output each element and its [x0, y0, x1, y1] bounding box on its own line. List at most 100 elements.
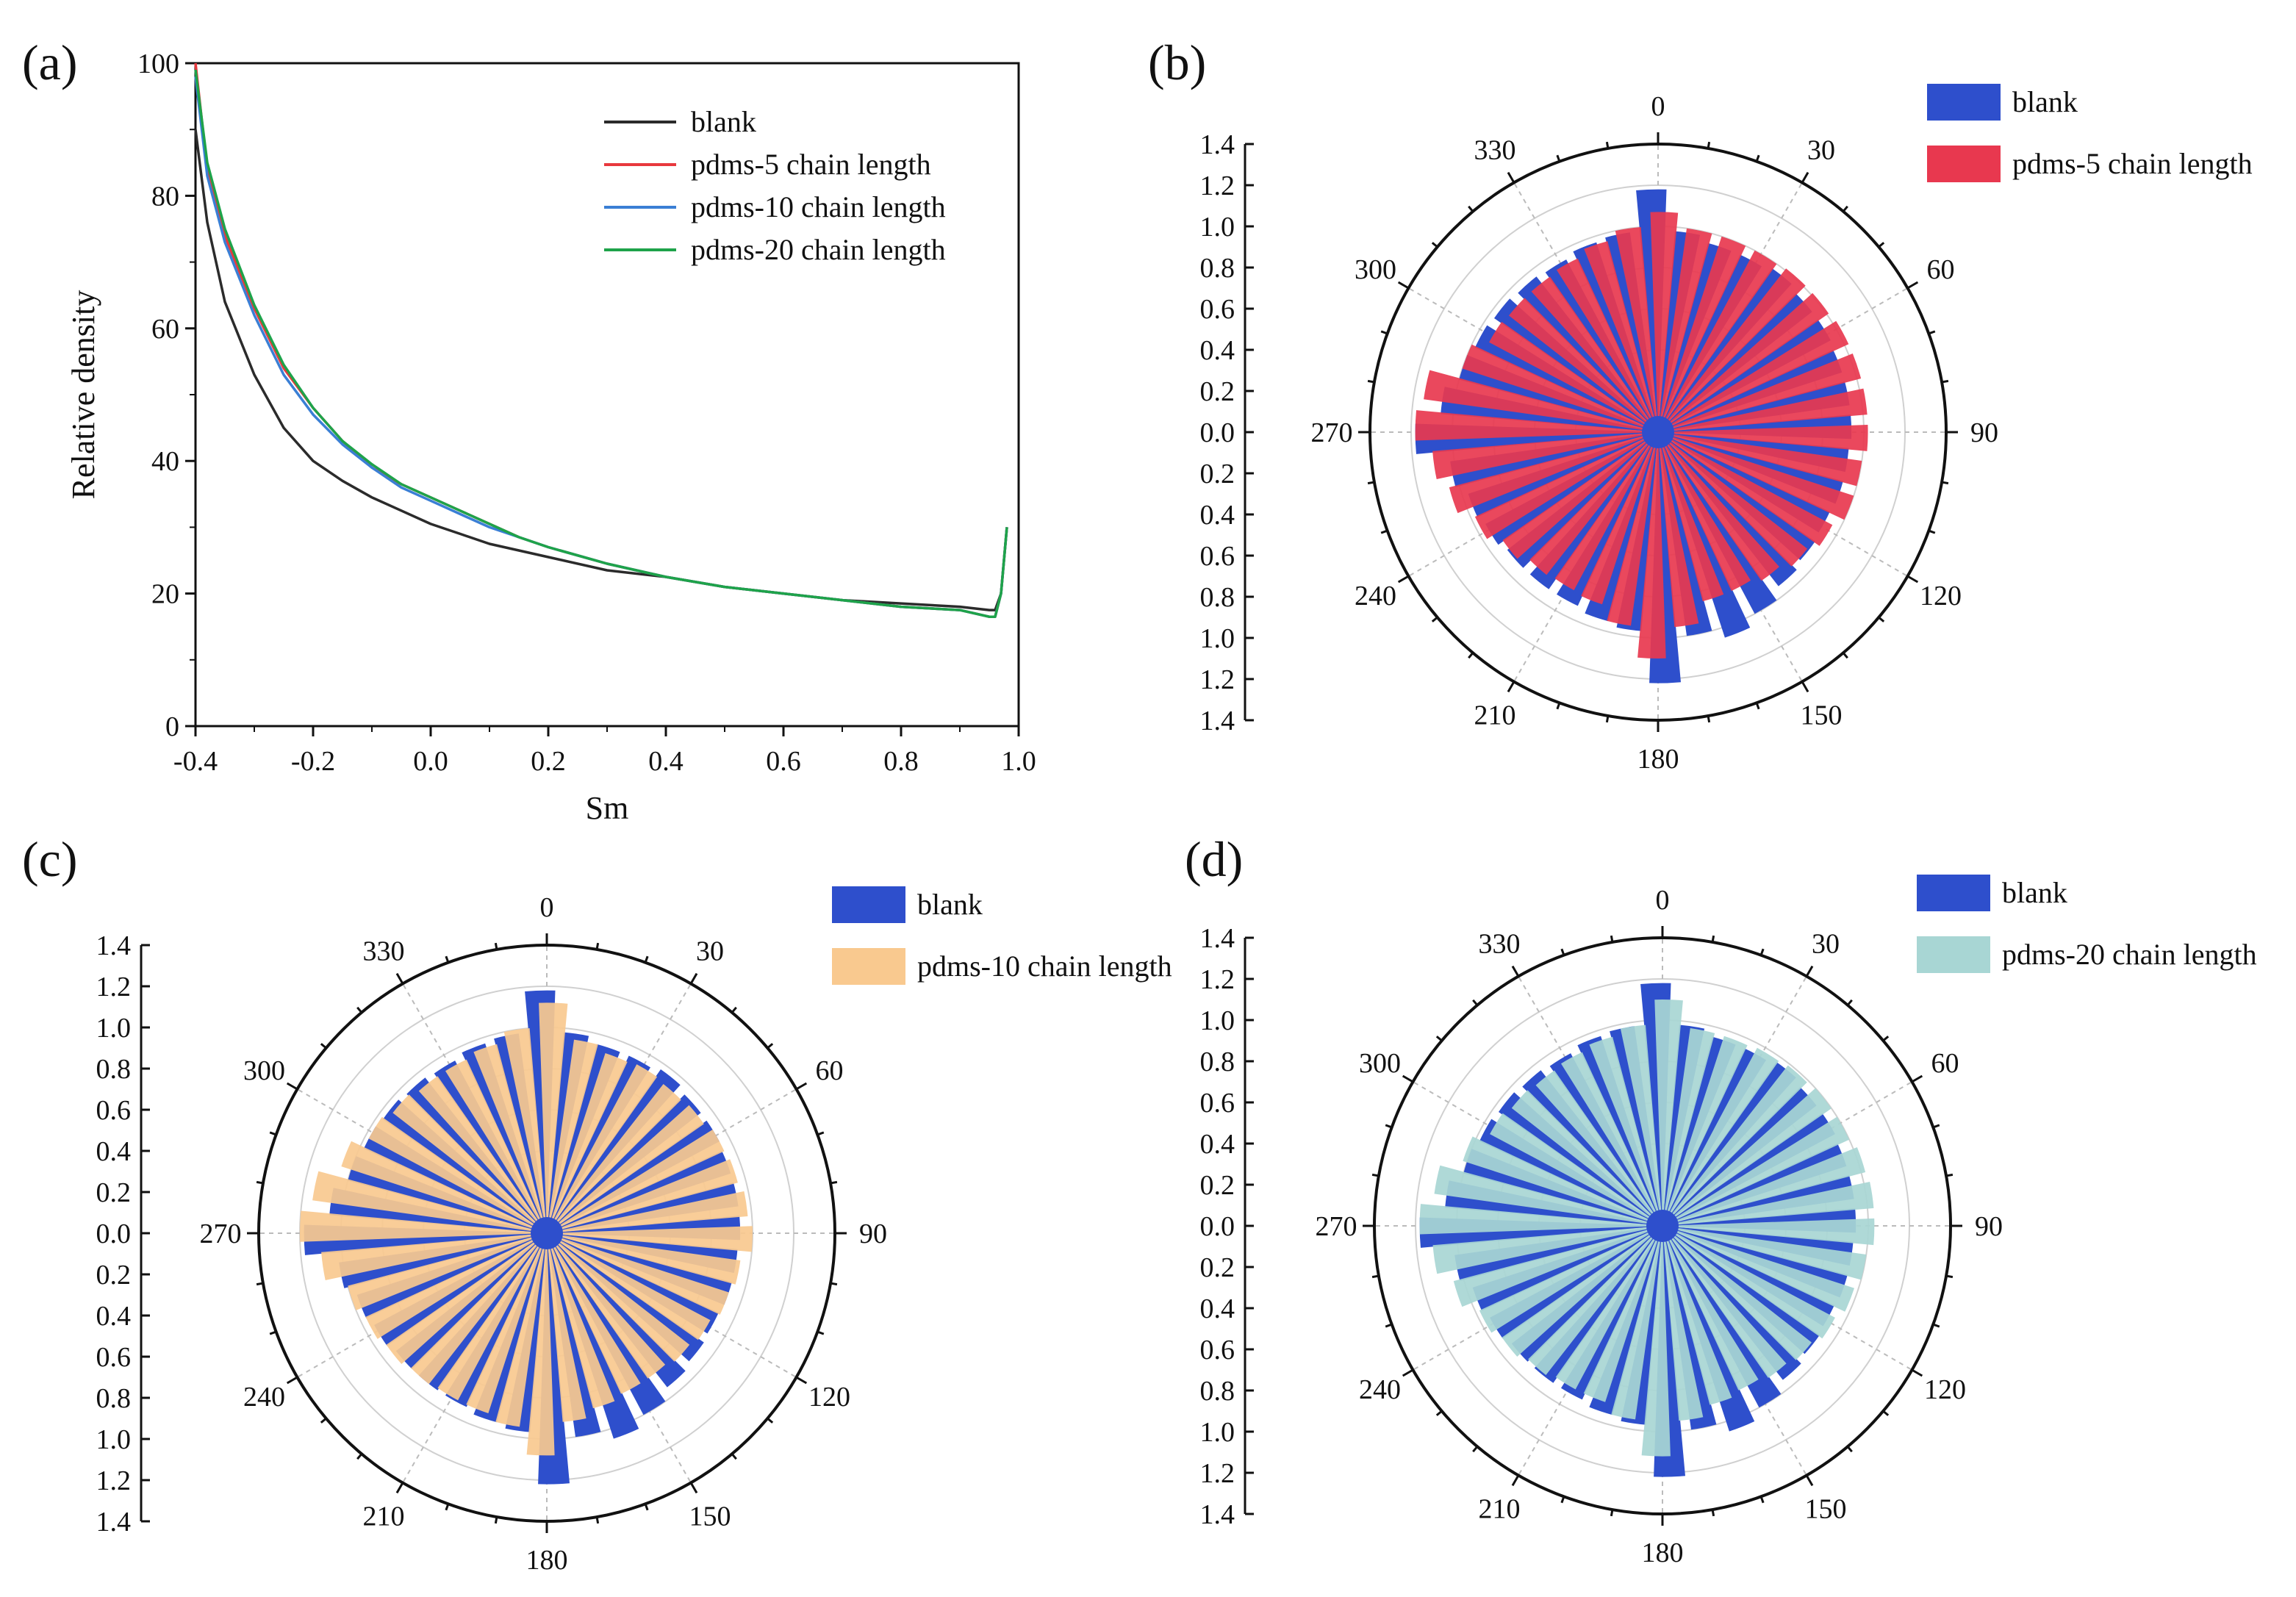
polar-bar	[1573, 242, 1658, 432]
polar-bar	[1424, 370, 1658, 432]
angle-tick	[1842, 205, 1848, 212]
legend-label: pdms-10 chain length	[917, 950, 1172, 983]
polar-bar	[1658, 432, 1777, 614]
angle-tick	[1911, 1368, 1923, 1377]
legend-label: blank	[691, 105, 756, 138]
angle-tick	[1397, 281, 1410, 290]
polar-bar	[547, 1064, 658, 1233]
polar-bar	[1658, 293, 1812, 432]
angle-tick	[286, 1082, 298, 1091]
angle-label: 60	[1927, 254, 1955, 285]
polar-bar	[1662, 1226, 1704, 1421]
radial-tick-label: 1.2	[1200, 1458, 1235, 1489]
angle-tick	[817, 1330, 825, 1335]
angle-tick	[269, 1330, 277, 1335]
legend-label: pdms-5 chain length	[691, 148, 931, 181]
angle-label: 90	[1975, 1211, 2003, 1242]
radial-tick-label: 1.0	[96, 1424, 132, 1455]
angle-tick	[1805, 1474, 1814, 1487]
polar-bar	[1641, 1226, 1671, 1457]
polar-bar	[1502, 432, 1658, 559]
polar-bar	[1658, 432, 1854, 520]
polar-bar	[1531, 276, 1658, 432]
polar-bar	[547, 1233, 586, 1422]
polar-bar	[1472, 1226, 1662, 1311]
angle-tick	[1468, 652, 1474, 659]
polar-bar	[1658, 388, 1868, 432]
angle-tick	[1928, 529, 1936, 534]
polar-bar	[374, 1233, 547, 1346]
x-axis-title: Sm	[586, 790, 629, 826]
polar-bar	[1658, 236, 1746, 432]
radial-tick-label: 0.8	[1200, 1047, 1235, 1077]
polar-bar	[547, 1084, 681, 1233]
angle-tick	[644, 955, 649, 963]
polar-bar	[1662, 1226, 1867, 1280]
angle-label: 330	[363, 936, 405, 967]
radial-tick-label: 0.6	[1200, 541, 1235, 572]
angle-label: 90	[859, 1219, 887, 1249]
angle-tick	[1560, 1496, 1565, 1504]
polar-bar	[1474, 432, 1658, 539]
polar-bar	[1511, 1226, 1662, 1362]
polar-bar	[1463, 1136, 1662, 1226]
angle-tick	[395, 1482, 404, 1494]
angle-tick	[1610, 935, 1614, 943]
angle-tick	[1560, 948, 1565, 956]
angle-label: 30	[1807, 135, 1835, 166]
angle-tick	[1385, 1323, 1393, 1328]
legend-swatch	[832, 948, 905, 985]
angle-tick	[1435, 1036, 1443, 1042]
angle-tick	[256, 1282, 264, 1286]
angle-tick	[1842, 652, 1848, 659]
polar-bar	[1662, 1036, 1748, 1226]
radial-tick-label: 0.8	[96, 1054, 132, 1085]
angle-tick	[1711, 1509, 1715, 1517]
polar-bar	[1658, 432, 1807, 567]
radial-tick-label: 0.4	[96, 1136, 132, 1167]
angle-tick	[286, 1376, 298, 1385]
angle-label: 120	[1924, 1374, 1966, 1405]
polar-bar	[1662, 1226, 1782, 1408]
radial-tick-label: 0.4	[96, 1301, 132, 1332]
angle-tick	[1945, 1173, 1954, 1177]
polar-bar	[1489, 321, 1658, 432]
angle-tick	[1759, 948, 1765, 956]
polar-bar	[386, 1233, 547, 1364]
y-tick-label: 80	[151, 181, 179, 212]
angle-tick	[1878, 616, 1885, 622]
angle-tick	[1882, 1410, 1890, 1416]
polar-bar	[1662, 1226, 1812, 1360]
polar-bar	[547, 1120, 720, 1233]
polar-bar	[1650, 212, 1679, 432]
polar-bar	[466, 1233, 547, 1413]
polar-bar	[547, 1159, 738, 1233]
polar-bar	[547, 1233, 690, 1362]
angle-label: 180	[1637, 744, 1679, 775]
polar-bar	[1637, 432, 1666, 658]
polar-bar	[547, 1039, 598, 1233]
angle-label: 90	[1970, 417, 1998, 448]
angle-tick	[1878, 242, 1885, 248]
radial-tick-label: 1.2	[96, 1465, 132, 1496]
polar-bar	[1662, 1143, 1847, 1226]
angle-tick	[1941, 481, 1949, 485]
radial-tick-label: 0.4	[1200, 335, 1235, 366]
angle-label: 210	[1474, 700, 1516, 731]
polar-chart-d: 0 30 60 90 120 150 180 210 240 270 300 330 1.4 1.2 1.0…	[1200, 875, 2257, 1568]
angle-tick	[1511, 965, 1520, 977]
radial-tick-label: 1.4	[96, 1507, 132, 1537]
angle-tick	[1805, 965, 1814, 977]
angle-tick	[320, 1417, 327, 1424]
line-chart-a: -0.4 -0.2 0.0 0.2 0.4 0.6 0.8 1.0 0 20 40 60 80 100 Sm…	[65, 49, 1036, 826]
polar-bar	[1662, 1047, 1779, 1226]
angle-label: 120	[808, 1382, 850, 1413]
angle-label: 240	[1359, 1374, 1401, 1405]
polar-bar	[1662, 1065, 1807, 1226]
angle-tick	[689, 972, 698, 985]
polar-bar	[300, 1210, 547, 1242]
angle-tick	[595, 942, 600, 950]
angle-tick	[1941, 379, 1949, 384]
angle-tick	[1556, 702, 1561, 710]
polar-bar	[1419, 1204, 1662, 1235]
